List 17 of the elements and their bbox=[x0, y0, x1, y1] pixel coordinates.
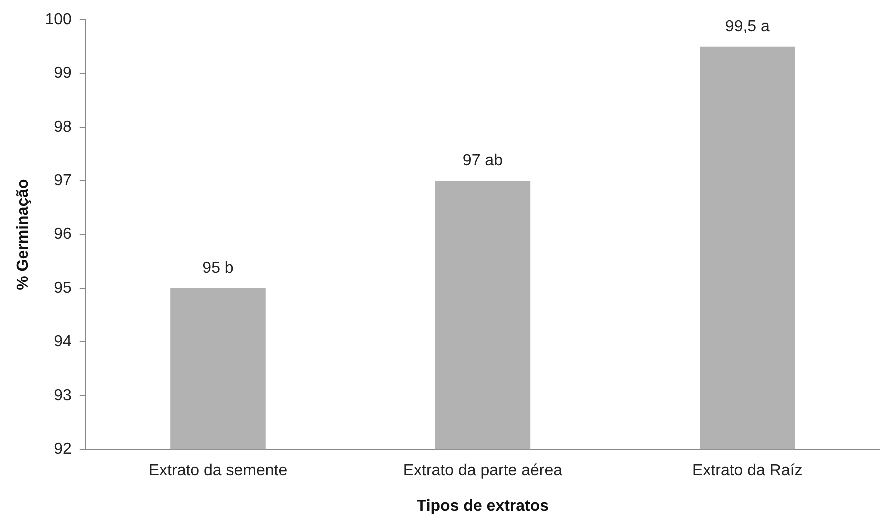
x-tick-label: Extrato da Raíz bbox=[692, 462, 803, 480]
y-tick-label: 98 bbox=[54, 118, 72, 136]
y-tick-label: 96 bbox=[54, 226, 72, 244]
y-tick-label: 92 bbox=[54, 441, 72, 458]
y-tick-label: 95 bbox=[54, 280, 72, 297]
y-tick-label: 93 bbox=[54, 387, 72, 404]
data-label: 97 ab bbox=[462, 152, 504, 170]
y-tick-label: 97 bbox=[54, 172, 72, 190]
x-tick-label: Extrato da semente bbox=[148, 462, 288, 480]
y-tick-label: 94 bbox=[54, 334, 72, 351]
y-axis-title: % Germinação bbox=[15, 178, 32, 290]
data-label: 99,5 a bbox=[725, 18, 770, 36]
y-tick-label: 99 bbox=[54, 65, 72, 82]
y-tick-label: 100 bbox=[45, 11, 72, 28]
x-tick-label: Extrato da parte aérea bbox=[403, 462, 563, 480]
x-axis-title: Tipos de extratos bbox=[416, 498, 550, 515]
data-label: 95 b bbox=[202, 260, 234, 277]
